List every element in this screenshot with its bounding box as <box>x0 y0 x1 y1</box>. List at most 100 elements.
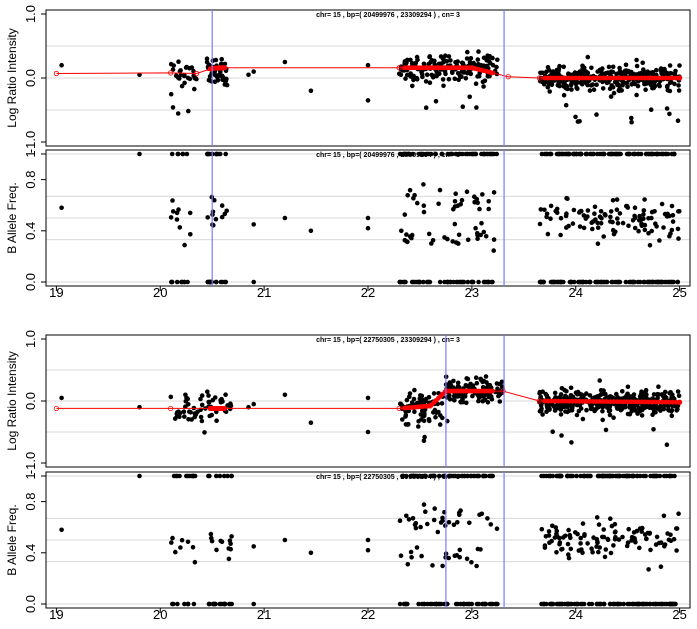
data-point <box>450 239 456 244</box>
data-point <box>186 417 191 422</box>
data-point <box>178 68 183 73</box>
data-point <box>198 396 203 402</box>
data-point <box>559 403 565 409</box>
data-point <box>672 81 677 87</box>
data-point <box>608 516 613 521</box>
data-point <box>405 57 410 63</box>
data-point <box>676 236 681 241</box>
data-point <box>365 429 371 435</box>
data-point <box>406 151 412 157</box>
data-point <box>561 92 567 98</box>
data-point <box>426 231 432 237</box>
data-point <box>542 207 547 213</box>
data-point <box>421 182 426 187</box>
data-point <box>473 81 479 86</box>
data-point <box>431 517 437 523</box>
data-point <box>187 210 193 216</box>
data-point <box>615 216 620 221</box>
data-point <box>429 72 435 78</box>
segment-dense-point <box>576 398 582 404</box>
data-point <box>547 406 552 411</box>
segment-dense-point <box>556 398 561 404</box>
data-point <box>596 549 601 555</box>
data-point <box>467 94 473 100</box>
data-point <box>665 83 670 89</box>
data-point <box>446 76 452 82</box>
data-point <box>455 520 460 525</box>
segment-dense-point <box>618 399 624 405</box>
data-point <box>577 209 583 214</box>
data-point <box>576 151 582 157</box>
data-point <box>453 151 459 157</box>
segment-marker <box>168 405 174 412</box>
data-point <box>652 209 657 214</box>
data-point <box>478 376 484 382</box>
data-point <box>590 226 595 232</box>
region-annotation: chr= 15 , bp=( 22750305 , 23309294 ) , c… <box>316 474 460 481</box>
data-point <box>423 509 428 514</box>
data-point <box>210 397 216 403</box>
data-point <box>467 151 472 157</box>
data-point <box>595 539 600 545</box>
data-point <box>403 414 408 419</box>
data-point <box>453 240 459 245</box>
data-point <box>439 401 445 406</box>
segment-dense-point <box>222 406 228 411</box>
data-point <box>539 279 544 285</box>
data-point <box>552 279 557 285</box>
data-point <box>411 473 417 479</box>
data-point <box>448 151 454 157</box>
data-point <box>479 220 484 226</box>
data-point <box>207 78 213 83</box>
data-point <box>491 151 497 157</box>
data-point <box>625 411 631 417</box>
segment-dense-point <box>652 399 658 405</box>
data-point <box>594 544 599 549</box>
data-point <box>665 404 671 409</box>
data-point <box>581 65 587 71</box>
panel-top-baf: 0.0 0.4 0.8 1 B Allele Freq. chr= 15 , bp=( 2… <box>5 149 691 300</box>
data-point <box>604 279 610 285</box>
data-point <box>497 392 503 397</box>
data-point <box>661 225 666 230</box>
data-point <box>405 193 411 198</box>
data-point <box>652 473 658 479</box>
data-point <box>226 556 232 562</box>
data-point <box>411 196 416 201</box>
data-point <box>548 216 553 221</box>
segment-marker <box>536 398 542 404</box>
data-point <box>576 391 582 397</box>
data-point <box>632 225 638 231</box>
y-tick-label: 1.0 <box>23 330 38 348</box>
data-point <box>555 279 561 285</box>
data-point <box>617 211 623 216</box>
data-point <box>198 414 204 420</box>
y-tick-label: 0.0 <box>23 392 38 410</box>
data-point <box>665 151 671 157</box>
data-point <box>631 530 637 535</box>
data-point <box>613 535 618 540</box>
data-point <box>599 391 605 397</box>
data-point <box>610 69 616 75</box>
segment-dense-point <box>569 75 575 81</box>
data-point <box>564 225 569 230</box>
data-point <box>412 409 417 415</box>
data-point <box>400 473 405 479</box>
data-point <box>574 412 580 418</box>
data-point <box>455 380 461 386</box>
data-point <box>451 393 457 399</box>
data-point <box>409 555 414 560</box>
segment-dense-point <box>587 75 592 81</box>
data-point <box>626 223 631 229</box>
data-point <box>219 214 225 220</box>
data-point <box>497 399 503 404</box>
data-point <box>402 212 408 217</box>
data-point <box>592 211 597 216</box>
data-point <box>595 241 601 246</box>
data-point <box>611 90 617 96</box>
data-point <box>169 151 175 157</box>
data-point <box>404 513 409 519</box>
data-point <box>637 213 642 219</box>
data-point <box>191 601 197 607</box>
data-point <box>174 210 180 216</box>
